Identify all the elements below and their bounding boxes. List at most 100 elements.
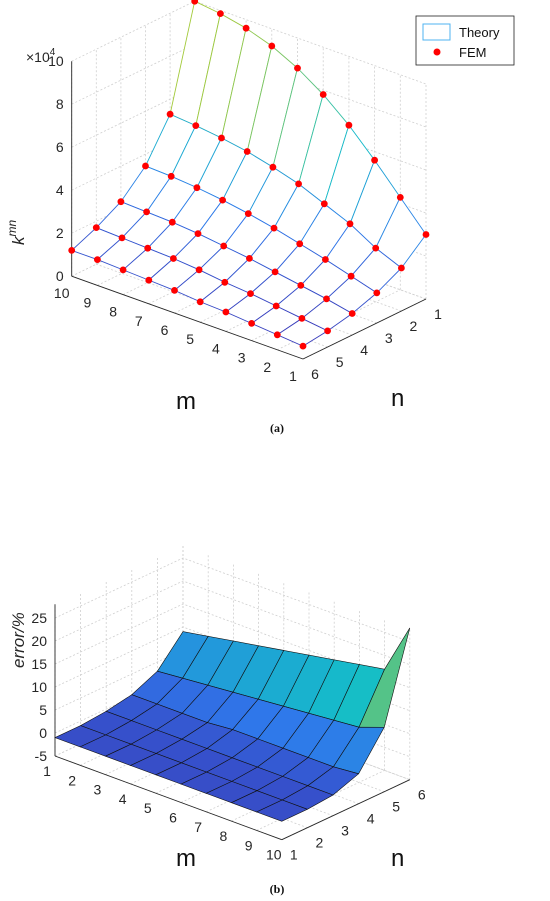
n-tick-label: 5	[392, 799, 400, 815]
z-tick-label: 15	[31, 656, 47, 672]
fem-marker	[271, 268, 279, 276]
fem-marker	[222, 308, 230, 316]
fem-marker	[320, 200, 328, 208]
fem-marker	[92, 224, 100, 232]
gridline	[256, 770, 385, 831]
m-tick-label: 9	[245, 837, 253, 853]
m-tick-label: 5	[186, 331, 194, 347]
fem-markers-a	[68, 0, 430, 350]
n-tick-label: 4	[367, 811, 375, 827]
fem-marker	[217, 10, 224, 17]
fem-marker	[322, 256, 329, 263]
fem-marker	[194, 230, 202, 238]
fem-marker	[168, 218, 176, 226]
fem-marker	[372, 244, 380, 252]
fem-marker	[323, 295, 330, 303]
legend-label-theory: Theory	[459, 25, 500, 40]
z-scale-exponent: 4	[50, 47, 56, 58]
panel-caption-b: (b)	[270, 882, 285, 896]
m-tick-label: 8	[220, 828, 228, 844]
z-tick-label: 6	[56, 139, 64, 155]
fem-marker	[296, 240, 304, 248]
m-tick-label: 2	[68, 772, 76, 788]
panel-caption-a: (a)	[270, 421, 284, 435]
m-axis-line	[71, 275, 304, 360]
fem-marker	[143, 208, 151, 216]
fem-marker	[192, 122, 200, 129]
fem-marker	[94, 256, 101, 263]
z-axis-label-a: kmn	[5, 220, 28, 245]
gridline	[54, 557, 410, 643]
fem-marker	[247, 290, 254, 297]
z-tick-label: 0	[56, 268, 64, 284]
z-tick-label: 10	[31, 679, 47, 695]
m-tick-label: 2	[263, 359, 271, 375]
fem-marker	[272, 302, 280, 310]
m-tick-label: 6	[161, 322, 169, 338]
z-tick-label: 10	[48, 53, 64, 69]
legend-label-fem: FEM	[459, 45, 486, 60]
fem-marker	[221, 278, 229, 286]
fem-marker	[373, 289, 381, 297]
fem-marker	[118, 234, 126, 242]
fem-marker	[220, 242, 228, 250]
fem-marker	[347, 272, 355, 280]
surface-face	[255, 799, 309, 822]
gridline	[54, 580, 410, 666]
m-tick-label: 3	[94, 782, 102, 798]
fem-marker	[396, 194, 404, 201]
m-tick-label: 6	[169, 810, 177, 826]
fem-marker	[119, 266, 127, 274]
n-axis-line	[281, 779, 410, 841]
x-axis-label-a: m	[176, 388, 196, 415]
m-tick-label: 1	[43, 763, 51, 779]
z-axis-label-b: error/%	[9, 612, 28, 668]
n-tick-label: 4	[360, 342, 368, 358]
m-tick-label: 7	[135, 313, 143, 329]
z-tick-label: 4	[56, 182, 64, 198]
fem-marker	[170, 255, 177, 262]
fem-marker	[348, 310, 356, 317]
x-axis-label-b: m	[176, 845, 196, 872]
z-tick-label: 2	[56, 225, 64, 241]
fem-marker	[299, 342, 307, 350]
m-axis-line	[54, 755, 282, 841]
n-tick-label: 3	[385, 330, 393, 346]
fem-marker	[243, 148, 251, 155]
m-tick-label: 10	[266, 847, 282, 863]
z-scale-label: ×104	[26, 47, 56, 65]
fem-marker	[345, 121, 353, 129]
n-tick-label: 2	[410, 318, 418, 334]
fem-marker	[193, 184, 201, 192]
fem-marker	[324, 327, 331, 335]
fem-marker	[242, 24, 250, 32]
z-tick-label: -5	[35, 748, 48, 764]
legend-a: Theory FEM	[415, 15, 515, 66]
y-axis-label-a: n	[391, 385, 404, 412]
z-tick-label: 25	[31, 610, 47, 626]
fem-marker	[398, 264, 405, 272]
fem-marker	[142, 162, 149, 170]
n-tick-label: 6	[311, 366, 319, 382]
fem-marker	[319, 91, 327, 98]
n-axis-line	[302, 298, 427, 360]
n-tick-label: 2	[316, 835, 324, 851]
fem-marker	[219, 196, 227, 204]
y-axis-label-b: n	[391, 845, 404, 872]
fem-marker	[268, 42, 276, 50]
z-tick-label: 20	[31, 633, 47, 649]
fem-marker	[171, 287, 178, 294]
fem-marker	[273, 331, 281, 339]
n-tick-label: 6	[418, 787, 426, 803]
fem-marker	[270, 224, 278, 232]
m-tick-label: 10	[54, 285, 70, 301]
fem-marker	[248, 320, 256, 327]
n-tick-label: 5	[336, 354, 344, 370]
ticks-b: 1 2 3 4 5 6 7 8 9 10 1 2 3 4 5 6 -5 0 5 10 15 20 25	[31, 610, 425, 863]
fem-marker	[68, 247, 76, 254]
m-tick-label: 7	[194, 819, 202, 835]
z-tick-label: 8	[56, 96, 64, 112]
